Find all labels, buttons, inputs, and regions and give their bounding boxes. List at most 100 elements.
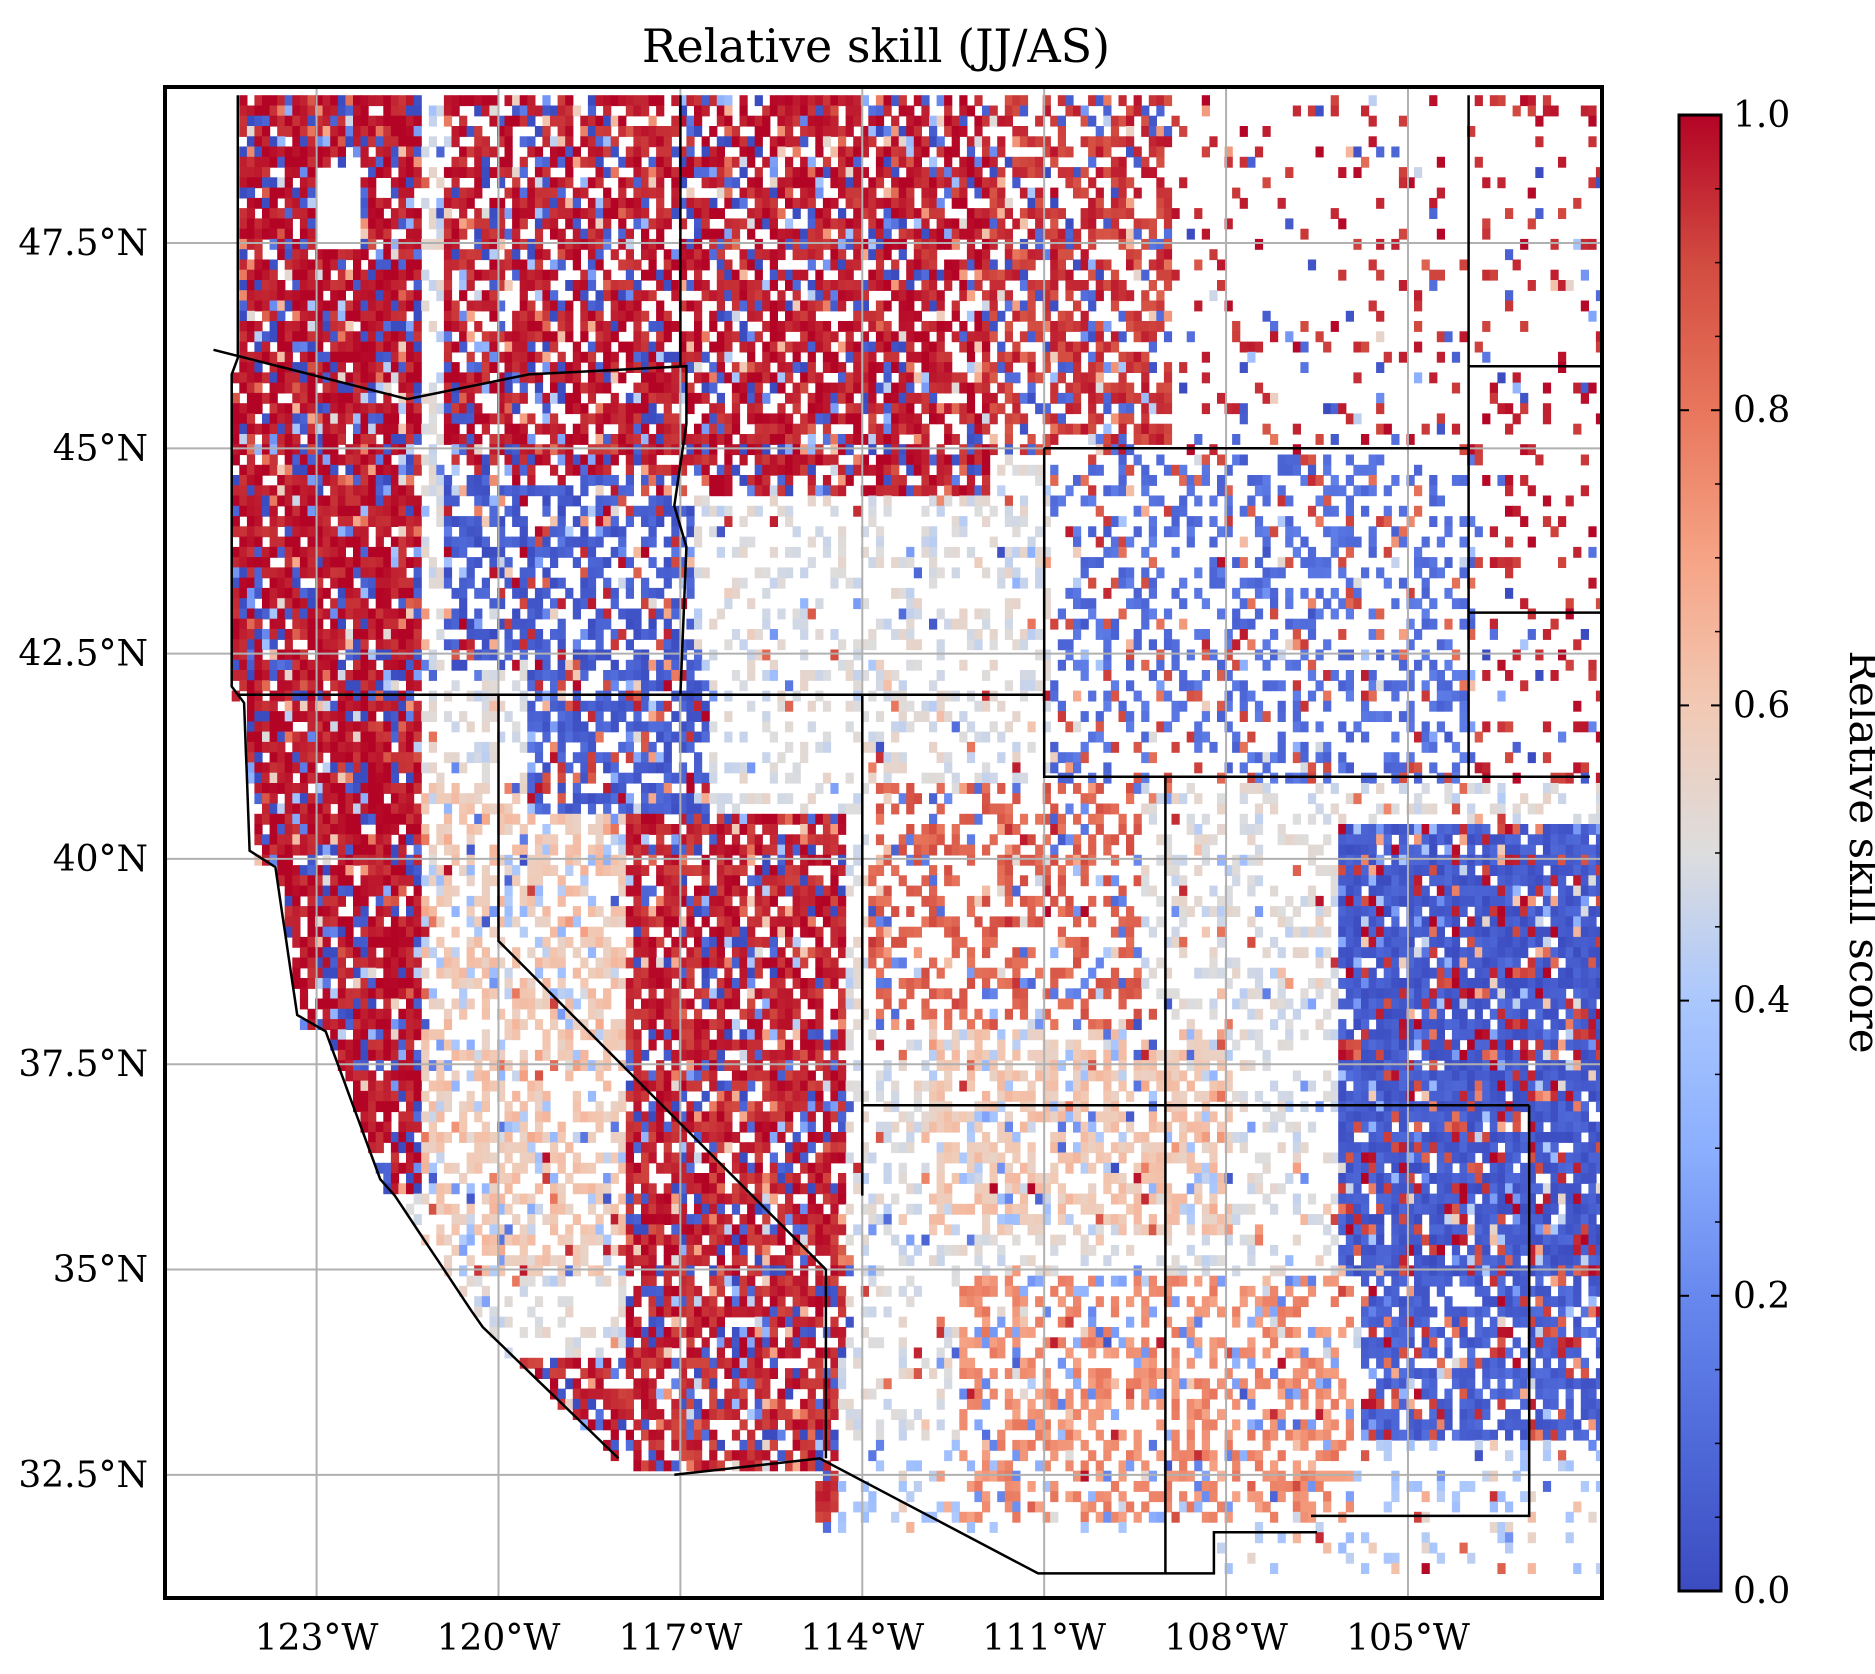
skill-cell (1012, 351, 1021, 363)
skill-cell (572, 341, 581, 353)
skill-cell (595, 146, 604, 158)
skill-cell (360, 321, 369, 332)
skill-cell (792, 546, 801, 558)
skill-cell (595, 516, 604, 527)
skill-cell (868, 238, 877, 250)
skill-cell (701, 218, 710, 230)
skill-cell (580, 280, 589, 291)
skill-cell (390, 300, 400, 312)
skill-cell (254, 495, 263, 507)
skill-cell (807, 608, 816, 620)
skill-cell (504, 505, 513, 517)
skill-cell (648, 608, 657, 620)
skill-cell (398, 485, 407, 497)
skill-cell (830, 105, 839, 117)
skill-cell (383, 321, 392, 332)
skill-cell (641, 331, 650, 343)
skill-cell (254, 126, 263, 137)
skill-cell (436, 280, 445, 291)
skill-cell (792, 228, 801, 240)
skill-cell (292, 587, 301, 599)
skill-cell (406, 444, 415, 456)
skill-cell (330, 413, 339, 425)
skill-cell (1080, 249, 1089, 261)
skill-cell (671, 413, 680, 425)
skill-cell (512, 269, 521, 281)
skill-cell (398, 372, 407, 384)
skill-cell (550, 177, 559, 189)
skill-cell (944, 156, 953, 168)
skill-cell (330, 310, 339, 322)
skill-cell (974, 156, 983, 168)
skill-cell (299, 167, 309, 178)
skill-cell (557, 351, 566, 363)
skill-cell (1285, 557, 1294, 568)
skill-cell (254, 136, 263, 148)
skill-cell (239, 290, 248, 302)
skill-cell (792, 290, 801, 302)
skill-cell (580, 485, 589, 497)
skill-cell (936, 475, 945, 486)
skill-cell (587, 269, 597, 281)
skill-cell (353, 300, 362, 312)
skill-cell (277, 156, 286, 168)
skill-cell (1050, 259, 1059, 271)
skill-cell (671, 208, 680, 219)
skill-cell (1520, 516, 1529, 527)
skill-cell (1414, 372, 1423, 384)
skill-cell (762, 423, 771, 435)
skill-cell (1171, 546, 1180, 558)
skill-cell (648, 95, 657, 107)
skill-cell (1156, 146, 1165, 158)
skill-cell (345, 126, 354, 137)
skill-cell (398, 280, 407, 291)
skill-cell (239, 331, 248, 343)
skill-cell (406, 331, 415, 343)
skill-cell (838, 392, 847, 404)
skill-cell (512, 331, 521, 343)
skill-cell (557, 95, 566, 107)
skill-cell (360, 249, 369, 261)
skill-cell (822, 351, 832, 363)
skill-cell (1057, 95, 1066, 107)
skill-cell (1489, 269, 1498, 281)
skill-cell (1118, 290, 1127, 302)
skill-cell (322, 536, 331, 548)
skill-cell (1095, 341, 1104, 353)
skill-cell (1088, 382, 1097, 394)
skill-cell (686, 434, 695, 445)
skill-cell (944, 495, 953, 507)
skill-cell (315, 639, 324, 651)
skill-cell (762, 567, 771, 579)
skill-cell (550, 187, 559, 199)
skill-cell (375, 608, 384, 620)
skill-cell (443, 269, 453, 281)
skill-cell (277, 300, 286, 312)
skill-cell (1156, 187, 1165, 199)
skill-cell (913, 115, 922, 127)
skill-cell (625, 434, 634, 445)
skill-cell (398, 136, 407, 148)
skill-cell (497, 238, 506, 250)
skill-cell (1163, 228, 1173, 240)
skill-cell (542, 197, 551, 209)
skill-cell (641, 475, 650, 486)
skill-cell (315, 136, 324, 148)
skill-cell (572, 290, 581, 302)
skill-cell (413, 567, 422, 579)
skill-cell (1050, 475, 1059, 486)
skill-cell (754, 269, 763, 281)
skill-cell (345, 310, 354, 322)
skill-cell (1558, 156, 1567, 168)
skill-cell (830, 249, 839, 261)
skill-cell (595, 454, 604, 466)
skill-cell (1520, 475, 1529, 486)
skill-cell (1057, 115, 1066, 127)
skill-cell (277, 187, 286, 199)
skill-cell (1019, 310, 1029, 322)
skill-cell (1330, 434, 1339, 445)
skill-cell (375, 577, 384, 589)
skill-cell (292, 362, 301, 373)
skill-cell (709, 228, 718, 240)
skill-cell (375, 495, 384, 507)
